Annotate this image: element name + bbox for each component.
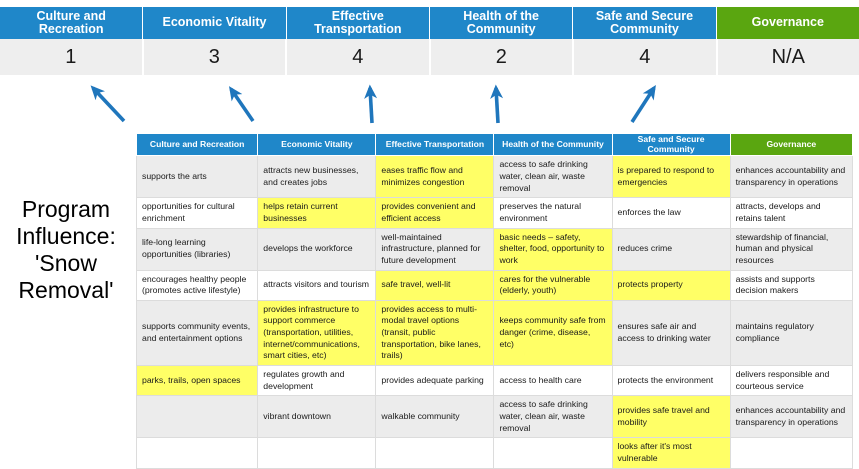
matrix-cell-r2-c5: stewardship of financial, human and phys…: [730, 228, 852, 270]
matrix-cell-r6-c1: vibrant downtown: [258, 396, 376, 438]
influence-arrow-3: [370, 88, 372, 123]
matrix-cell-r5-c3: access to health care: [494, 366, 612, 396]
scorecard-value-1: 3: [144, 39, 288, 75]
matrix-cell-r2-c4: reduces crime: [612, 228, 730, 270]
influence-arrow-1: [93, 88, 124, 121]
matrix-cell-r6-c5: enhances accountability and transparency…: [730, 396, 852, 438]
matrix-cell-r5-c5: delivers responsible and courteous servi…: [730, 366, 852, 396]
matrix-cell-r4-c5: maintains regulatory compliance: [730, 300, 852, 365]
matrix-cell-r0-c5: enhances accountability and transparency…: [730, 156, 852, 198]
matrix-col-header-0: Culture and Recreation: [137, 134, 258, 156]
scorecard-value-3: 2: [431, 39, 575, 75]
matrix-cell-r1-c1: helps retain current businesses: [258, 198, 376, 228]
matrix-cell-r5-c1: regulates growth and development: [258, 366, 376, 396]
matrix-cell-r3-c2: safe travel, well-lit: [376, 270, 494, 300]
matrix-cell-r2-c3: basic needs – safety, shelter, food, opp…: [494, 228, 612, 270]
matrix-col-header-2: Effective Transportation: [376, 134, 494, 156]
matrix-cell-r1-c0: opportunities for cultural enrichment: [137, 198, 258, 228]
matrix-cell-r2-c1: develops the workforce: [258, 228, 376, 270]
table-row: encourages healthy people (promotes acti…: [137, 270, 853, 300]
matrix-cell-r2-c0: life-long learning opportunities (librar…: [137, 228, 258, 270]
matrix-cell-r5-c0: parks, trails, open spaces: [137, 366, 258, 396]
matrix-col-header-1: Economic Vitality: [258, 134, 376, 156]
matrix-cell-r4-c4: ensures safe air and access to drinking …: [612, 300, 730, 365]
scorecard-value-0: 1: [0, 39, 144, 75]
scorecard-value-5: N/A: [718, 39, 859, 75]
scorecard-value-4: 4: [574, 39, 718, 75]
matrix-col-header-5: Governance: [730, 134, 852, 156]
program-influence-caption: Program Influence: 'Snow Removal': [2, 196, 130, 304]
table-row: supports community events, and entertain…: [137, 300, 853, 365]
scorecard-value-2: 4: [287, 39, 431, 75]
table-row: looks after it's most vulnerable: [137, 438, 853, 468]
matrix-cell-r7-c1: [258, 438, 376, 468]
matrix-cell-r0-c3: access to safe drinking water, clean air…: [494, 156, 612, 198]
matrix-cell-r5-c2: provides adequate parking: [376, 366, 494, 396]
matrix-cell-r4-c3: keeps community safe from danger (crime,…: [494, 300, 612, 365]
matrix-cell-r1-c4: enforces the law: [612, 198, 730, 228]
scorecard-header-4: Safe and Secure Community: [573, 7, 716, 39]
matrix-cell-r0-c1: attracts new businesses, and creates job…: [258, 156, 376, 198]
matrix-cell-r1-c5: attracts, develops and retains talent: [730, 198, 852, 228]
matrix-cell-r0-c0: supports the arts: [137, 156, 258, 198]
matrix-cell-r7-c2: [376, 438, 494, 468]
matrix-col-header-4: Safe and Secure Community: [612, 134, 730, 156]
scorecard-header-1: Economic Vitality: [143, 7, 286, 39]
matrix-cell-r6-c0: [137, 396, 258, 438]
scorecard-header-2: Effective Transportation: [287, 7, 430, 39]
matrix-cell-r3-c4: protects property: [612, 270, 730, 300]
matrix-cell-r6-c4: provides safe travel and mobility: [612, 396, 730, 438]
scorecard-header-0: Culture and Recreation: [0, 7, 143, 39]
table-row: life-long learning opportunities (librar…: [137, 228, 853, 270]
matrix-cell-r3-c5: assists and supports decision makers: [730, 270, 852, 300]
matrix-cell-r6-c3: access to safe drinking water, clean air…: [494, 396, 612, 438]
matrix-cell-r2-c2: well-maintained infrastructure, planned …: [376, 228, 494, 270]
influence-arrow-4: [496, 88, 498, 123]
matrix-cell-r7-c5: [730, 438, 852, 468]
scorecard-header-3: Health of the Community: [430, 7, 573, 39]
matrix-col-header-3: Health of the Community: [494, 134, 612, 156]
matrix-cell-r3-c0: encourages healthy people (promotes acti…: [137, 270, 258, 300]
scorecard-header-5: Governance: [717, 7, 859, 39]
influence-arrow-5: [632, 88, 654, 122]
matrix-cell-r5-c4: protects the environment: [612, 366, 730, 396]
matrix-cell-r1-c2: provides convenient and efficient access: [376, 198, 494, 228]
matrix-cell-r1-c3: preserves the natural environment: [494, 198, 612, 228]
matrix-cell-r0-c2: eases traffic flow and minimizes congest…: [376, 156, 494, 198]
matrix-cell-r7-c4: looks after it's most vulnerable: [612, 438, 730, 468]
matrix-cell-r3-c1: attracts visitors and tourism: [258, 270, 376, 300]
matrix-cell-r3-c3: cares for the vulnerable (elderly, youth…: [494, 270, 612, 300]
matrix-cell-r4-c1: provides infrastructure to support comme…: [258, 300, 376, 365]
matrix-cell-r0-c4: is prepared to respond to emergencies: [612, 156, 730, 198]
matrix-cell-r4-c0: supports community events, and entertain…: [137, 300, 258, 365]
matrix-cell-r6-c2: walkable community: [376, 396, 494, 438]
matrix-cell-r4-c2: provides access to multi-modal travel op…: [376, 300, 494, 365]
matrix-cell-r7-c3: [494, 438, 612, 468]
influence-arrow-2: [231, 89, 253, 121]
matrix-cell-r7-c0: [137, 438, 258, 468]
